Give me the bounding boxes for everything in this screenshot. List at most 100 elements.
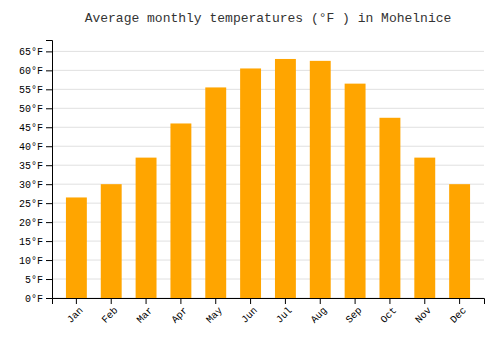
tick-mark bbox=[46, 203, 52, 204]
x-tick: Jul bbox=[274, 298, 295, 326]
tick-mark bbox=[459, 298, 460, 304]
y-tick-label: 35°F bbox=[19, 161, 43, 172]
y-tick: 55°F bbox=[19, 85, 52, 96]
grid-line bbox=[52, 51, 484, 52]
bar bbox=[170, 123, 191, 298]
y-tick-label: 0°F bbox=[25, 294, 43, 305]
bar bbox=[240, 68, 261, 298]
tick-mark bbox=[46, 70, 52, 71]
grid-line bbox=[52, 108, 484, 109]
y-tick: 25°F bbox=[19, 199, 52, 210]
title: Average monthly temperatures (°F ) in Mo… bbox=[85, 11, 452, 26]
x-tick: Jun bbox=[239, 298, 260, 326]
tick-mark bbox=[111, 298, 112, 304]
y-tick: 60°F bbox=[19, 66, 52, 77]
x-tick-label: Oct bbox=[379, 305, 400, 326]
y-tick: 10°F bbox=[19, 256, 52, 267]
tick-mark bbox=[76, 298, 77, 304]
chart: 0°F 5°F 10°F 15°F 20°F 25°F 30°F 35°F 40°F 45°F 50… bbox=[0, 0, 500, 350]
y-tick: 20°F bbox=[19, 218, 52, 229]
y-tick: 30°F bbox=[19, 180, 52, 191]
x-tick: Oct bbox=[379, 298, 400, 326]
x-tick: Jan bbox=[65, 298, 86, 326]
tick-mark bbox=[46, 51, 52, 52]
x-tick: Aug bbox=[309, 298, 330, 326]
bar bbox=[275, 59, 296, 298]
tick-mark bbox=[389, 298, 390, 304]
y-tick: 15°F bbox=[19, 237, 52, 248]
grid-line bbox=[52, 70, 484, 71]
grid-line bbox=[52, 89, 484, 90]
bar bbox=[345, 84, 366, 298]
y-axis: 0°F 5°F 10°F 15°F 20°F 25°F 30°F 35°F 40°F 45°F 50… bbox=[19, 41, 53, 305]
tick-mark bbox=[424, 298, 425, 304]
tick-mark bbox=[46, 298, 52, 299]
bar bbox=[136, 158, 157, 298]
grid-line bbox=[52, 146, 484, 147]
tick-mark bbox=[146, 298, 147, 304]
bars bbox=[66, 59, 470, 298]
y-tick-label: 55°F bbox=[19, 85, 43, 96]
tick-mark bbox=[46, 222, 52, 223]
y-tick-label: 30°F bbox=[19, 180, 43, 191]
y-tick: 45°F bbox=[19, 123, 52, 134]
tick-mark bbox=[46, 184, 52, 185]
tick-mark bbox=[355, 298, 356, 304]
grid-line bbox=[52, 127, 484, 128]
x-tick-label: May bbox=[204, 305, 225, 326]
y-tick: 5°F bbox=[25, 275, 52, 286]
y-tick-label: 25°F bbox=[19, 199, 43, 210]
y-tick: 65°F bbox=[19, 47, 52, 58]
y-tick-label: 60°F bbox=[19, 66, 43, 77]
tick-mark bbox=[46, 260, 52, 261]
x-axis: Jan Feb Mar Apr May Jun Jul Aug Sep Oct Nov Dec bbox=[53, 298, 485, 326]
y-tick: 35°F bbox=[19, 161, 52, 172]
x-tick: Mar bbox=[135, 298, 156, 326]
grid bbox=[52, 51, 484, 298]
x-tick-label: Dec bbox=[448, 305, 469, 326]
x-tick-label: Apr bbox=[170, 305, 191, 326]
plot: 0°F 5°F 10°F 15°F 20°F 25°F 30°F 35°F 40°F 45°F 50… bbox=[19, 41, 485, 326]
y-tick-label: 5°F bbox=[25, 275, 43, 286]
tick-mark bbox=[250, 298, 251, 304]
bar bbox=[379, 118, 400, 298]
x-tick: Nov bbox=[413, 298, 434, 326]
bar bbox=[66, 197, 87, 298]
x-tick-label: Jun bbox=[239, 305, 260, 326]
y-tick: 40°F bbox=[19, 142, 52, 153]
y-tick-label: 45°F bbox=[19, 123, 43, 134]
tick-mark bbox=[180, 298, 181, 304]
x-tick-label: Nov bbox=[413, 305, 434, 326]
tick-mark bbox=[215, 298, 216, 304]
x-tick-label: Jul bbox=[274, 305, 295, 326]
tick-mark bbox=[46, 127, 52, 128]
tick-mark bbox=[46, 165, 52, 166]
x-tick: May bbox=[204, 298, 225, 326]
y-tick-label: 40°F bbox=[19, 142, 43, 153]
tick-mark bbox=[46, 241, 52, 242]
tick-mark bbox=[285, 298, 286, 304]
axis-line bbox=[53, 299, 485, 305]
x-tick-label: Aug bbox=[309, 305, 330, 326]
tick-mark bbox=[46, 146, 52, 147]
y-tick-label: 50°F bbox=[19, 104, 43, 115]
tick-mark bbox=[46, 279, 52, 280]
y-tick-label: 10°F bbox=[19, 256, 43, 267]
y-tick: 0°F bbox=[25, 294, 52, 305]
x-tick-label: Feb bbox=[100, 305, 121, 326]
x-tick: Dec bbox=[448, 298, 469, 326]
axis-line bbox=[46, 41, 53, 299]
x-tick: Sep bbox=[344, 298, 365, 326]
y-tick-label: 65°F bbox=[19, 47, 43, 58]
bar bbox=[101, 184, 122, 298]
x-tick-label: Sep bbox=[344, 305, 365, 326]
y-tick-label: 20°F bbox=[19, 218, 43, 229]
tick-mark bbox=[46, 108, 52, 109]
x-tick: Feb bbox=[100, 298, 121, 326]
bar bbox=[414, 158, 435, 298]
y-tick: 50°F bbox=[19, 104, 52, 115]
bar bbox=[205, 87, 226, 298]
y-tick-label: 15°F bbox=[19, 237, 43, 248]
x-tick-label: Mar bbox=[135, 305, 156, 326]
tick-mark bbox=[46, 89, 52, 90]
